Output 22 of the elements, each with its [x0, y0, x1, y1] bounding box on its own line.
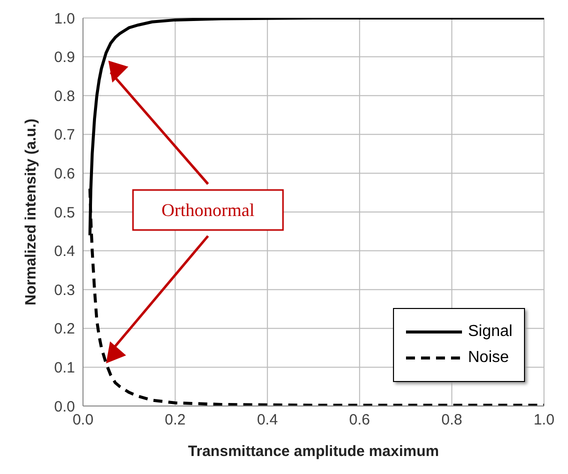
- y-tick-label: 0.8: [54, 88, 75, 105]
- legend-label: Noise: [468, 349, 509, 367]
- annotation: Orthonormal: [162, 200, 254, 220]
- x-tick-label: 0.6: [349, 412, 370, 429]
- y-tick-label: 0.6: [54, 166, 75, 183]
- y-tick-label: 0.3: [54, 282, 75, 299]
- x-tick-label: 0.2: [164, 412, 186, 429]
- legend-label: Signal: [468, 323, 512, 341]
- y-axis-title: Normalized intensity (a.u.): [22, 118, 40, 306]
- y-tick-label: 0.7: [54, 126, 75, 144]
- x-tick-label: 0.8: [441, 412, 462, 429]
- y-tick-label: 0.2: [54, 320, 75, 338]
- y-tick-label: 0.4: [54, 243, 75, 260]
- y-tick-label: 0.0: [54, 398, 75, 416]
- x-tick-label: 1.0: [534, 412, 554, 429]
- y-tick-label: 1.0: [54, 10, 75, 28]
- y-tick-label: 0.5: [54, 204, 75, 222]
- x-tick-label: 0.0: [72, 412, 94, 429]
- x-axis-title: Transmittance amplitude maximum: [188, 443, 439, 460]
- y-tick-label: 0.9: [54, 49, 75, 66]
- y-tick-label: 0.1: [54, 360, 75, 377]
- x-tick-label: 0.4: [256, 412, 278, 429]
